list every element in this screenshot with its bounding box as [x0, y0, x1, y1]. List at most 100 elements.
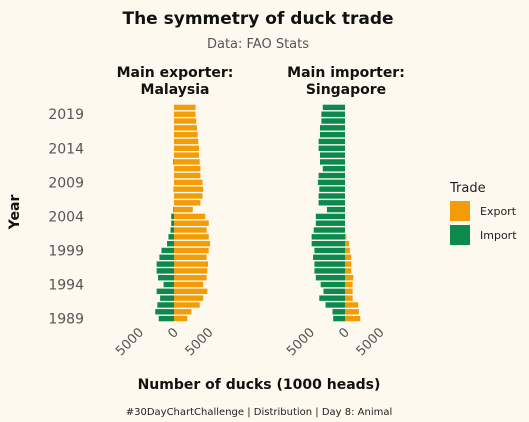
panel-title-left-line1: Main exporter:	[117, 65, 234, 81]
y-tick-labels: 1989 1994 1999 2004 2009 2014 2019	[48, 107, 84, 327]
bar-import-singapore-2002	[313, 227, 345, 233]
bar-import-malaysia-1995	[158, 275, 174, 281]
bar-export-malaysia-1996	[174, 268, 208, 274]
bar-import-malaysia-1990	[155, 309, 174, 315]
bar-import-singapore-1989	[333, 315, 345, 322]
bar-import-singapore-2001	[311, 234, 345, 240]
bar-export-malaysia-2007	[174, 193, 203, 199]
bar-export-singapore-1999	[345, 247, 350, 254]
x-tick-label: 5000	[284, 325, 318, 359]
bar-export-malaysia-2013	[174, 152, 200, 158]
bar-import-singapore-2015	[318, 138, 345, 145]
bar-import-malaysia-1998	[159, 254, 174, 260]
bar-import-singapore-1993	[323, 288, 345, 295]
chart-title: The symmetry of duck trade	[122, 9, 393, 29]
bar-import-singapore-2000	[311, 240, 345, 247]
y-tick-label: 2009	[48, 175, 84, 191]
bar-import-singapore-1996	[314, 268, 345, 274]
bars	[155, 104, 361, 322]
bar-import-malaysia-2002	[170, 227, 174, 233]
x-tick-labels: 5000 0 5000 5000 0 5000	[113, 325, 388, 359]
panel-title-right-line1: Main importer:	[287, 65, 405, 81]
y-tick-label: 1994	[48, 278, 84, 294]
x-axis-title: Number of ducks (1000 heads)	[138, 377, 381, 393]
bar-import-malaysia-2003	[171, 220, 174, 226]
bar-export-malaysia-2016	[174, 131, 198, 138]
bar-export-singapore-1992	[345, 295, 353, 301]
bar-import-singapore-1992	[319, 295, 345, 301]
bar-import-singapore-2003	[315, 220, 345, 226]
bar-export-malaysia-1998	[174, 254, 207, 260]
bar-import-malaysia-1999	[161, 247, 174, 254]
bar-import-malaysia-1992	[160, 295, 174, 301]
legend-label-import: Import	[480, 229, 517, 242]
y-tick-label: 2019	[48, 107, 84, 123]
bar-import-singapore-1994	[320, 281, 345, 288]
bar-export-malaysia-2017	[174, 125, 197, 131]
bar-import-malaysia-1997	[156, 261, 174, 267]
legend-title: Trade	[449, 181, 486, 196]
bar-import-malaysia-1993	[156, 288, 174, 295]
x-tick-label: 0	[165, 325, 181, 341]
bar-import-singapore-2013	[319, 152, 345, 158]
bar-export-malaysia-1992	[174, 295, 204, 301]
y-tick-label: 1999	[48, 243, 84, 259]
bar-export-malaysia-2015	[174, 138, 199, 145]
bar-export-singapore-1998	[345, 254, 352, 260]
bar-import-singapore-1995	[315, 275, 345, 281]
legend: Trade Export Import	[449, 181, 517, 245]
bar-export-malaysia-1993	[174, 288, 208, 295]
bar-export-singapore-1997	[345, 261, 352, 267]
bar-import-singapore-2007	[318, 193, 345, 199]
chart-subtitle: Data: FAO Stats	[207, 37, 309, 52]
bar-import-singapore-2018	[321, 118, 345, 124]
legend-swatch-export	[450, 201, 470, 221]
bar-export-malaysia-2001	[174, 234, 209, 240]
bar-import-malaysia-1994	[163, 281, 174, 288]
bar-export-malaysia-1991	[174, 302, 200, 308]
bar-import-singapore-2014	[318, 145, 345, 151]
bar-import-malaysia-2004	[171, 213, 174, 220]
bar-export-malaysia-2005	[174, 206, 193, 213]
x-tick-label: 5000	[113, 325, 147, 359]
bar-export-malaysia-2008	[174, 186, 204, 192]
bar-import-singapore-1998	[313, 254, 345, 260]
bar-export-malaysia-2018	[174, 118, 197, 124]
bar-import-malaysia-2005	[173, 206, 174, 213]
bar-export-malaysia-2019	[174, 111, 196, 117]
panel-title-left-line2: Malaysia	[141, 82, 210, 98]
bar-import-singapore-2020	[322, 104, 345, 111]
bar-import-malaysia-1989	[158, 315, 174, 322]
legend-swatch-import	[450, 225, 470, 245]
bar-export-singapore-1990	[345, 309, 359, 315]
bar-import-singapore-1999	[314, 247, 345, 254]
y-axis-title: Year	[7, 195, 23, 231]
bar-import-singapore-2010	[318, 172, 345, 179]
bar-import-singapore-2016	[319, 131, 345, 138]
y-tick-label: 1989	[48, 312, 84, 328]
caption: #30DayChartChallenge | Distribution | Da…	[126, 407, 393, 418]
bar-import-malaysia-2000	[167, 240, 174, 247]
bar-export-malaysia-1999	[174, 247, 209, 254]
bar-export-malaysia-1997	[174, 261, 209, 267]
bar-export-malaysia-2003	[174, 220, 209, 226]
bar-import-malaysia-1991	[157, 302, 174, 308]
bar-import-singapore-2017	[319, 125, 345, 131]
bar-export-malaysia-2006	[174, 200, 201, 206]
bar-export-malaysia-2014	[174, 145, 200, 151]
bar-export-malaysia-2002	[174, 227, 207, 233]
y-tick-label: 2004	[48, 209, 84, 225]
bar-export-malaysia-1995	[174, 275, 207, 281]
bar-export-malaysia-1994	[174, 281, 204, 288]
x-tick-label: 5000	[354, 325, 388, 359]
bar-import-singapore-2006	[318, 200, 345, 206]
bar-export-singapore-1989	[345, 315, 361, 322]
bar-import-singapore-1991	[325, 302, 345, 308]
bar-export-malaysia-2004	[174, 213, 206, 220]
panel-title-right-line2: Singapore	[306, 82, 386, 98]
bar-export-singapore-1995	[345, 275, 354, 281]
bar-import-singapore-2004	[315, 213, 345, 220]
bar-import-singapore-2009	[317, 179, 345, 186]
bar-import-singapore-2011	[322, 166, 345, 172]
bar-export-malaysia-2012	[174, 159, 200, 165]
